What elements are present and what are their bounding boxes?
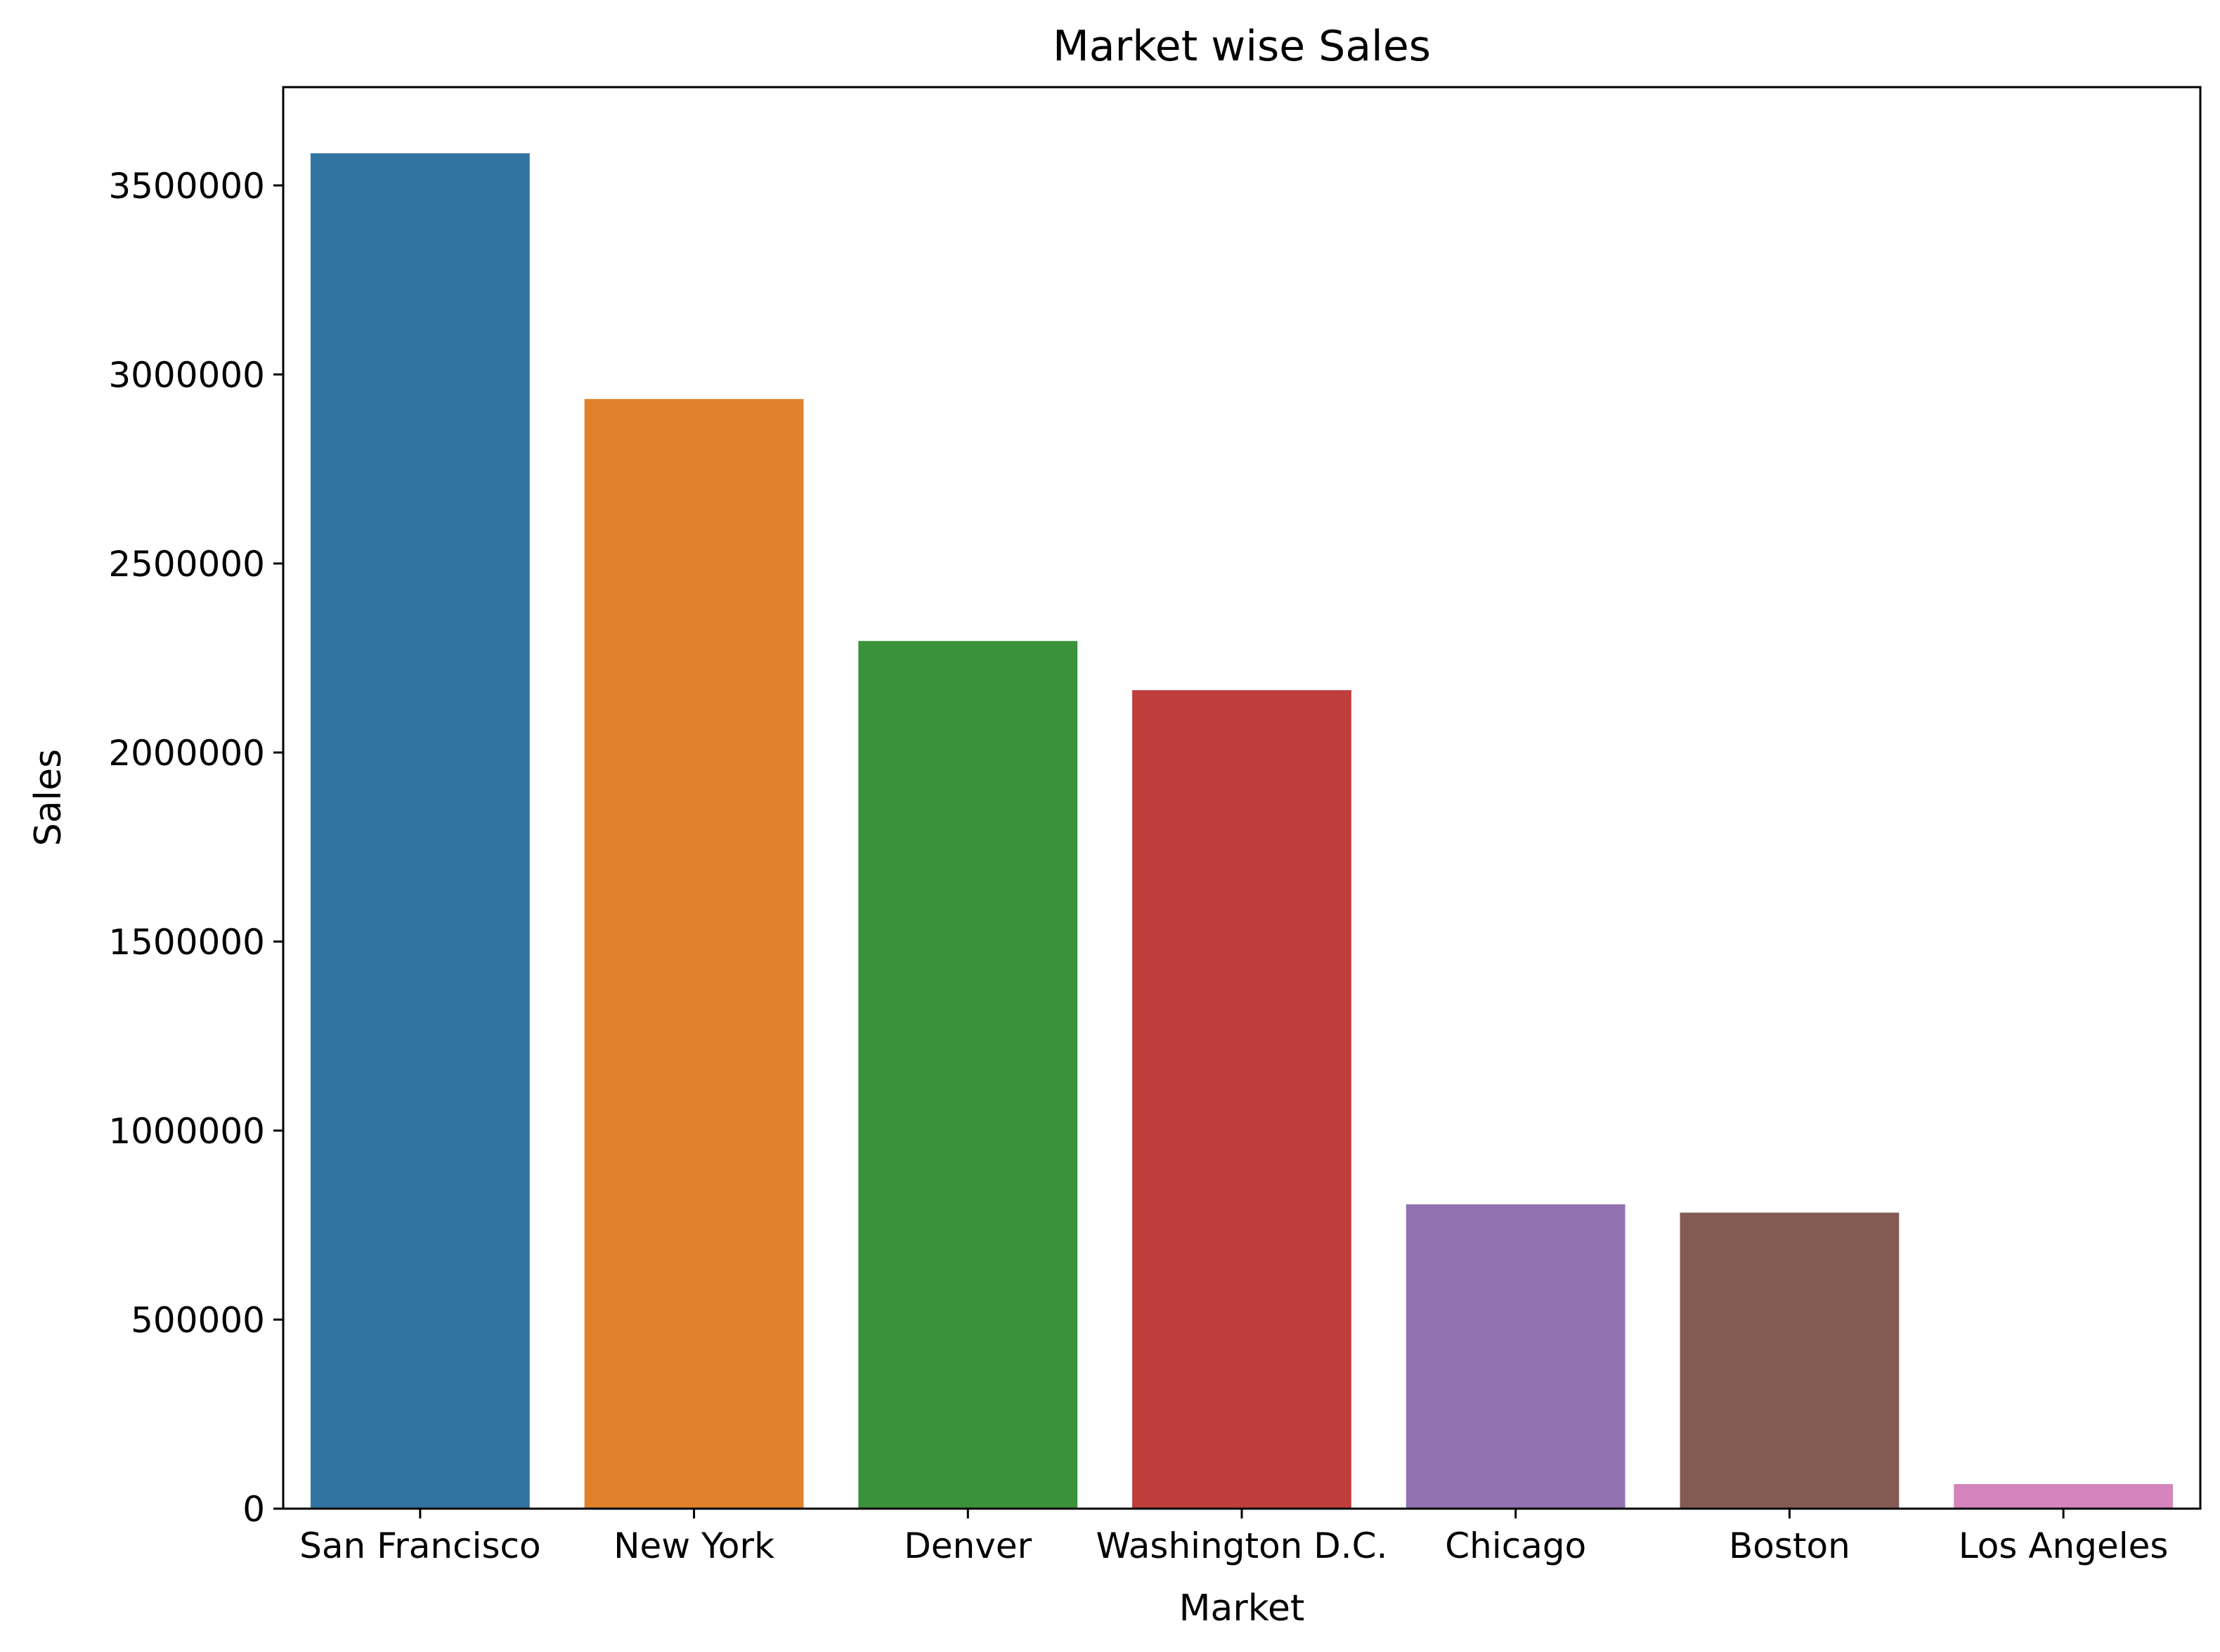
y-tick-label: 0	[242, 1489, 265, 1530]
chart-title: Market wise Sales	[1053, 22, 1431, 71]
y-axis-ticks: 0 500000 1000000 1500000 2000000 2500000 30000…	[108, 166, 283, 1530]
bar-san-francisco	[311, 153, 530, 1509]
y-tick-label: 3500000	[108, 166, 265, 207]
y-tick-label: 1500000	[108, 922, 265, 963]
bar-denver	[858, 641, 1077, 1509]
y-tick-label: 2500000	[108, 544, 265, 585]
x-axis-label: Market	[1179, 1587, 1305, 1630]
y-tick-label: 1000000	[108, 1111, 265, 1152]
y-axis-label: Sales	[27, 749, 70, 846]
x-axis-ticks: San Francisco New York Denver Washington D.…	[299, 1509, 2168, 1566]
x-tick-label: Los Angeles	[1959, 1526, 2169, 1566]
bars-group	[311, 153, 2173, 1509]
x-tick-label: Chicago	[1445, 1526, 1586, 1566]
x-tick-label: Washington D.C.	[1096, 1526, 1388, 1566]
x-tick-label: Boston	[1729, 1526, 1850, 1566]
bar-new-york	[585, 399, 804, 1509]
bar-chicago	[1406, 1204, 1625, 1509]
bar-boston	[1680, 1213, 1900, 1509]
x-tick-label: San Francisco	[299, 1526, 540, 1566]
y-tick-label: 3000000	[108, 355, 265, 396]
bar-los-angeles	[1954, 1484, 2173, 1509]
x-tick-label: New York	[614, 1526, 774, 1566]
y-tick-label: 500000	[131, 1300, 265, 1341]
bar-washington-d-c	[1132, 690, 1351, 1509]
y-tick-label: 2000000	[108, 733, 265, 774]
x-tick-label: Denver	[904, 1526, 1032, 1566]
